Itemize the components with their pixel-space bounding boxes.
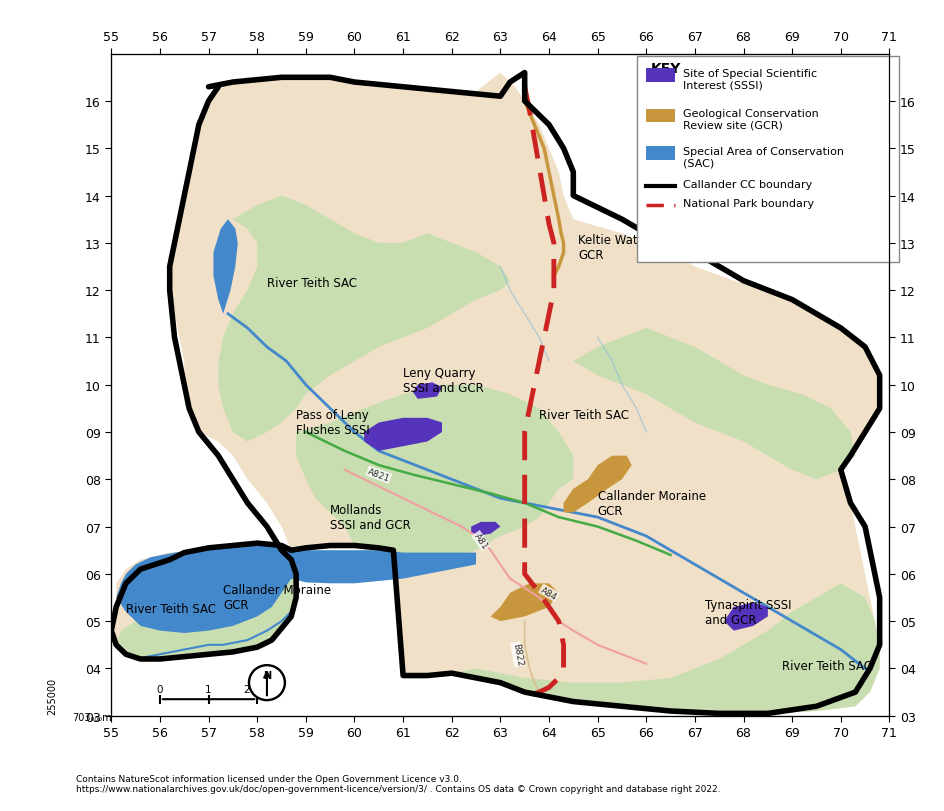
Polygon shape <box>413 383 442 399</box>
Text: Mollands
SSSI and GCR: Mollands SSSI and GCR <box>329 504 411 531</box>
Text: 2 km: 2 km <box>244 684 270 694</box>
Text: KEY: KEY <box>650 62 681 75</box>
Text: Site of Special Scientific
Interest (SSSI): Site of Special Scientific Interest (SSS… <box>682 69 816 90</box>
Polygon shape <box>723 603 767 631</box>
Polygon shape <box>116 546 476 633</box>
Text: N: N <box>262 670 271 680</box>
Text: Leny Quarry
SSSI and GCR: Leny Quarry SSSI and GCR <box>403 367 483 394</box>
Text: River Teith SAC: River Teith SAC <box>126 603 215 616</box>
Text: 703₀₀₀m: 703₀₀₀m <box>72 712 111 722</box>
Text: Special Area of Conservation
(SAC): Special Area of Conservation (SAC) <box>682 147 843 168</box>
Text: A84: A84 <box>539 585 558 601</box>
Polygon shape <box>471 522 499 536</box>
Text: A81: A81 <box>472 531 489 551</box>
Polygon shape <box>451 584 879 714</box>
Polygon shape <box>111 74 879 714</box>
Text: Contains NatureScot information licensed under the Open Government Licence v3.0.: Contains NatureScot information licensed… <box>76 774 719 793</box>
Polygon shape <box>646 69 675 83</box>
Polygon shape <box>636 57 898 263</box>
Text: Callander CC boundary: Callander CC boundary <box>682 180 811 190</box>
Text: A821: A821 <box>366 467 391 483</box>
Polygon shape <box>573 328 854 479</box>
Polygon shape <box>646 109 675 122</box>
Circle shape <box>248 665 285 701</box>
Polygon shape <box>116 560 295 659</box>
Text: River Teith SAC: River Teith SAC <box>266 277 357 290</box>
Polygon shape <box>295 385 573 564</box>
Text: Tynaspirit SSSI
and GCR: Tynaspirit SSSI and GCR <box>704 598 790 626</box>
Text: Keltie Water
GCR: Keltie Water GCR <box>578 234 649 262</box>
Polygon shape <box>218 196 510 442</box>
Text: B822: B822 <box>511 642 523 667</box>
Text: 0: 0 <box>157 684 163 694</box>
Text: Callander Moraine
GCR: Callander Moraine GCR <box>223 584 331 611</box>
Text: Pass of Leny
Flushes SSSI: Pass of Leny Flushes SSSI <box>295 409 369 437</box>
Polygon shape <box>563 456 631 513</box>
Text: 1: 1 <box>205 684 211 694</box>
Polygon shape <box>646 147 675 161</box>
Polygon shape <box>363 418 442 452</box>
Text: River Teith SAC: River Teith SAC <box>539 409 629 422</box>
Polygon shape <box>213 220 238 315</box>
Text: National Park boundary: National Park boundary <box>682 199 813 208</box>
Circle shape <box>250 667 282 698</box>
Text: Callander Moraine
GCR: Callander Moraine GCR <box>597 489 705 517</box>
Text: River Teith SAC: River Teith SAC <box>782 659 871 672</box>
Text: 255000: 255000 <box>47 676 57 714</box>
Text: Geological Conservation
Review site (GCR): Geological Conservation Review site (GCR… <box>682 109 818 131</box>
Polygon shape <box>490 584 558 621</box>
